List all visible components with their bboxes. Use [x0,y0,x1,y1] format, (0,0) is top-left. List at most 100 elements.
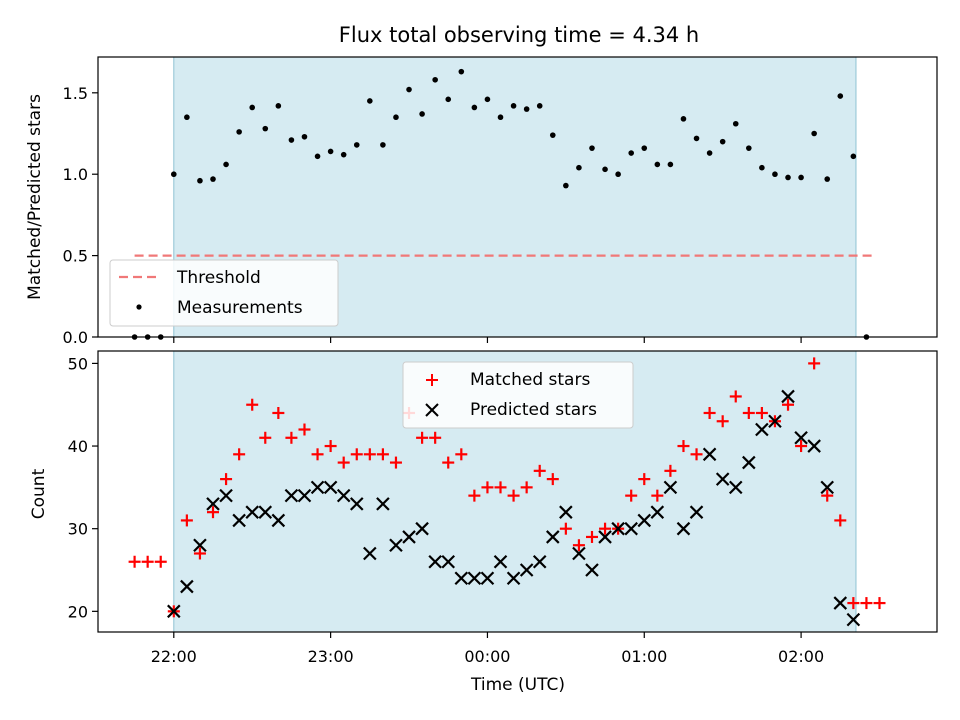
measurement-point [210,176,216,182]
matched-star-point [141,555,154,568]
matched-star-point [298,423,311,436]
matched-star-points [128,357,886,618]
measurement-point [654,161,661,168]
measurement-point [628,150,634,156]
bottom-x-tick-label: 22:00 [151,647,197,666]
measurement-point [589,145,595,151]
predicted-star-point [284,488,299,503]
predicted-star-point [336,488,351,503]
measurement-point [536,103,543,109]
top-y-tick-label: 1.0 [63,165,88,184]
measurement-point [719,138,726,145]
measurement-point [785,174,791,181]
predicted-star-point [532,554,547,569]
matched-star-point [572,539,585,552]
predicted-star-point [363,546,377,561]
measurement-point [275,103,282,109]
matched-star-point [207,506,220,519]
matched-star-point [246,398,259,411]
matched-star-point [468,489,481,502]
measurement-point [170,171,177,178]
matched-star-point [664,464,677,477]
measurement-point [236,129,242,135]
measurement-point [419,111,425,117]
top-legend: Threshold Measurements [109,259,339,327]
matched-star-point [677,440,690,453]
measurement-point [732,120,739,127]
measurement-points [131,68,870,340]
bottom-y-axis-label: Count [29,468,49,519]
measurement-point [262,125,269,132]
predicted-star-point [807,439,821,453]
legend-measurements-swatch [136,304,142,310]
top-x-ticks [173,337,802,343]
predicted-star-point [428,554,442,569]
legend-threshold-label: Threshold [176,268,261,288]
measurement-point [549,132,556,138]
matched-star-point [350,448,363,461]
matched-star-point [285,431,298,444]
measurement-point [706,150,713,156]
measurement-point [471,104,478,111]
matched-star-point [729,390,742,403]
matched-star-point [220,473,233,486]
x-axis-label: Time (UTC) [470,675,565,695]
predicted-star-point [402,530,416,544]
matched-star-point [128,555,141,568]
measurement-point [680,116,687,122]
bottom-y-tick-label: 30 [68,520,88,539]
matched-star-point [625,489,638,502]
predicted-star-point [180,579,194,594]
legend-matched-swatch [426,374,438,386]
predicted-star-point [728,480,743,495]
matched-star-point [638,473,651,486]
predicted-star-point [742,455,756,470]
matched-star-point [416,431,429,444]
predicted-star-point [755,422,769,437]
measurement-point [772,171,778,178]
predicted-star-point [676,521,691,536]
matched-star-point [442,456,455,469]
predicted-star-point [480,571,495,586]
bottom-y-tick-label: 50 [68,354,88,373]
matched-star-point [429,431,442,444]
measurement-point [667,161,674,168]
predicted-star-point [232,513,246,528]
matched-star-point [795,440,808,453]
predicted-star-point [689,505,704,519]
measurement-point [327,148,334,155]
matched-star-point [455,448,468,461]
measurement-point [458,68,465,75]
bottom-axes-frame [97,350,938,633]
measurement-point [445,96,452,103]
matched-star-point [233,448,246,461]
predicted-star-point [376,497,390,511]
predicted-star-point [624,521,638,536]
measurement-point [641,145,648,151]
measurement-point [249,104,256,111]
bottom-y-ticks: 20 30 40 50 [68,354,98,621]
predicted-star-point [572,546,586,561]
measurement-point [824,176,831,182]
matched-star-point [834,514,847,527]
predicted-star-point [258,505,273,519]
predicted-star-point [794,431,808,445]
measurement-point [759,164,765,171]
matched-star-point [716,415,729,428]
measurement-point [367,98,373,104]
measurement-point [380,142,386,148]
predicted-star-point [323,480,338,495]
predicted-star-point [454,571,469,586]
predicted-star-point [611,521,625,536]
predicted-star-point [650,505,665,519]
predicted-star-point [663,480,678,495]
matched-star-point [860,597,873,610]
bottom-x-tick-label: 00:00 [464,647,510,666]
matched-star-point [651,489,664,502]
matched-star-point [259,431,272,444]
predicted-star-point [598,530,612,544]
bottom-x-ticks: 22:00 23:00 00:00 01:00 02:00 [151,632,824,666]
measurement-point [340,151,347,158]
matched-star-point [154,555,167,568]
